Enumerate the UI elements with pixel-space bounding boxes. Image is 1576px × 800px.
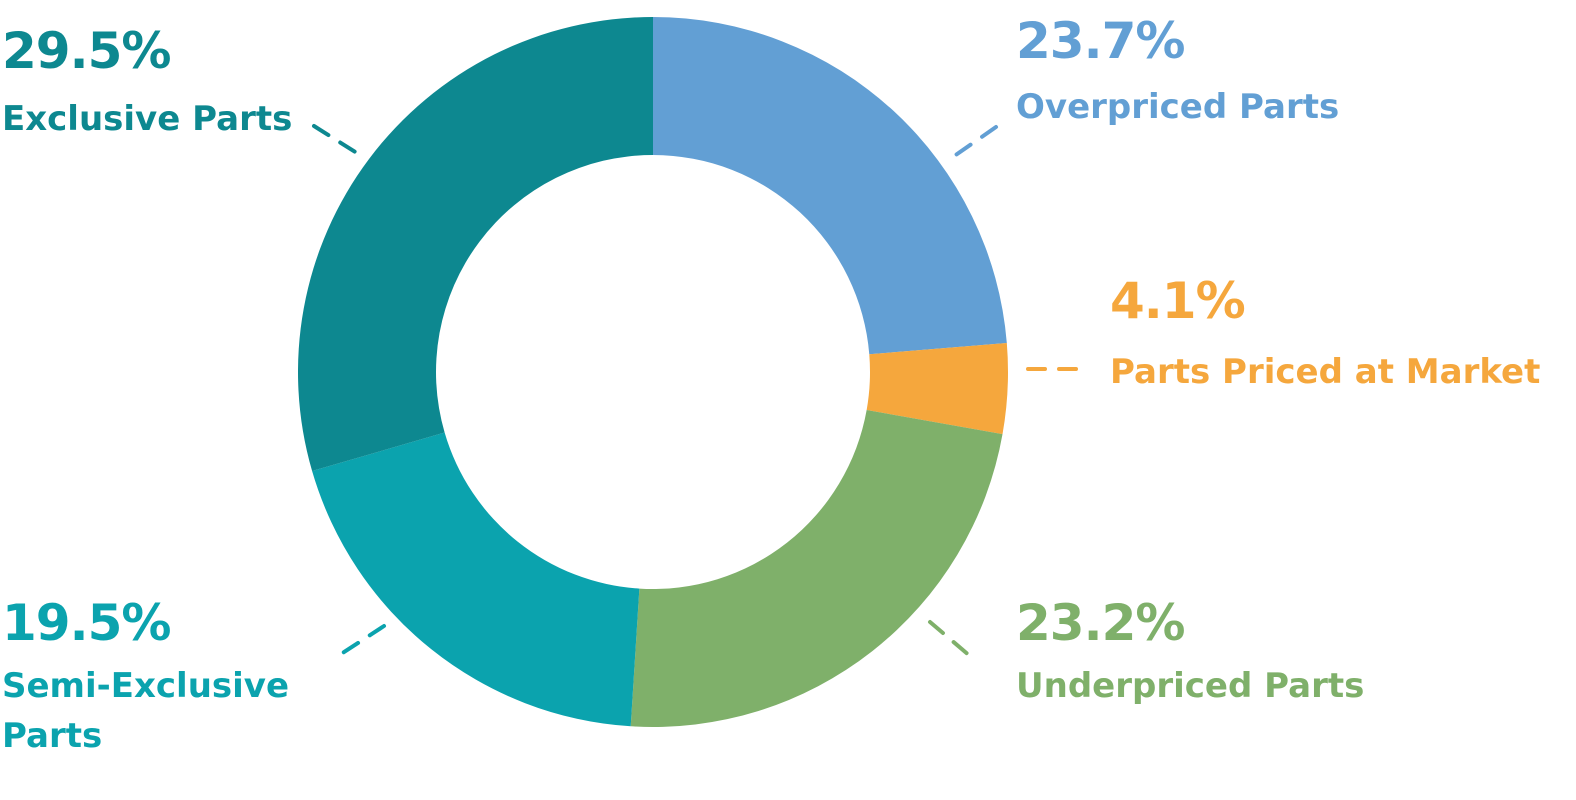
value-label-parts-priced-at-market: 4.1% <box>1110 272 1245 330</box>
leader-line-exclusive-parts <box>312 124 362 157</box>
category-label-semi-exclusive-parts: Semi-Exclusive Parts <box>2 666 289 756</box>
leader-lines <box>312 124 1078 658</box>
leader-line-semi-exclusive-parts <box>336 624 386 658</box>
leader-line-overpriced-parts <box>948 125 998 161</box>
value-label-semi-exclusive-parts: 19.5% <box>2 594 170 652</box>
category-label-underpriced-parts: Underpriced Parts <box>1016 666 1364 706</box>
value-label-exclusive-parts: 29.5% <box>2 22 170 80</box>
value-label-overpriced-parts: 23.7% <box>1016 12 1184 70</box>
category-label-line: Parts Priced at Market <box>1110 352 1540 392</box>
category-label-exclusive-parts: Exclusive Parts <box>2 99 292 139</box>
value-label-underpriced-parts: 23.2% <box>1016 594 1184 652</box>
category-label-line: Semi-Exclusive <box>2 666 289 706</box>
category-label-overpriced-parts: Overpriced Parts <box>1016 87 1339 127</box>
slice-semi-exclusive-parts <box>312 432 640 727</box>
category-label-parts-priced-at-market: Parts Priced at Market <box>1110 352 1540 392</box>
leader-line-underpriced-parts <box>928 620 972 658</box>
slice-overpriced-parts <box>653 17 1007 355</box>
category-label-line: Exclusive Parts <box>2 99 292 139</box>
slice-labels: 23.7% Overpriced Parts 4.1% Parts Priced at… <box>2 12 1540 756</box>
slice-parts-priced-at-market <box>866 343 1008 435</box>
slice-exclusive-parts <box>297 17 653 472</box>
category-label-line: Overpriced Parts <box>1016 87 1339 127</box>
donut-slices <box>297 17 1008 727</box>
category-label-line: Underpriced Parts <box>1016 666 1364 706</box>
slice-underpriced-parts <box>630 409 1003 727</box>
category-label-line: Parts <box>2 716 102 756</box>
